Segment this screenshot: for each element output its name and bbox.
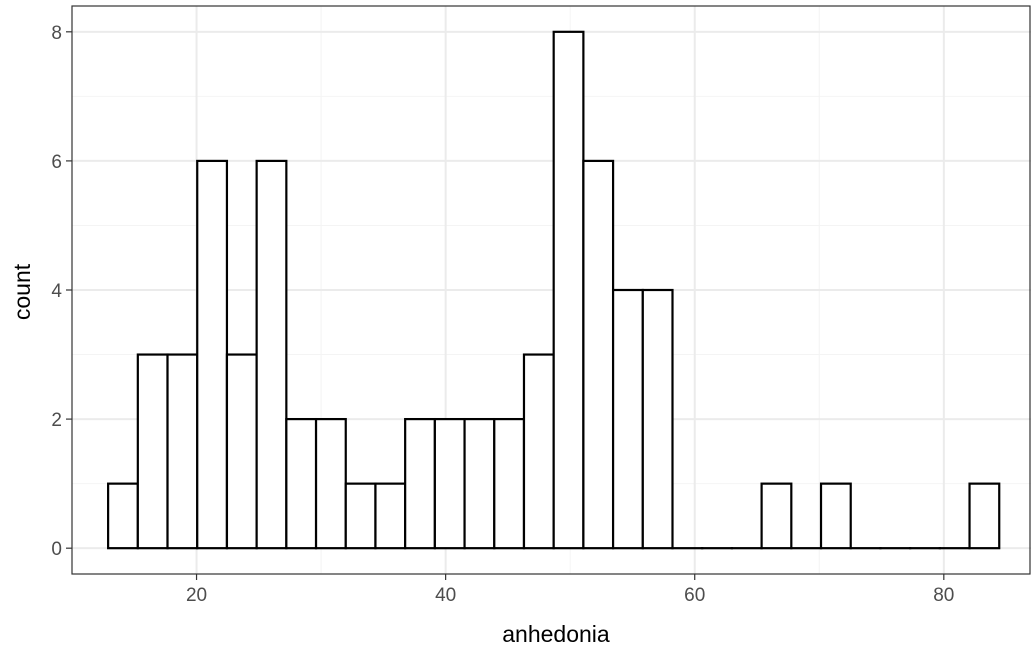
histogram-bar (225, 353, 258, 550)
y-tick-label: 8 (51, 23, 62, 44)
histogram-bar (641, 288, 674, 550)
histogram-bar (196, 159, 229, 550)
histogram-bar (404, 417, 436, 550)
histogram-bar (107, 482, 139, 550)
x-tick-label: 60 (684, 585, 705, 606)
histogram-bar (136, 353, 169, 550)
histogram-bar (582, 159, 615, 550)
histogram-bar (314, 417, 347, 550)
histogram-bar (463, 417, 496, 550)
y-tick-label: 0 (51, 539, 62, 560)
histogram-bar (819, 482, 852, 550)
histogram-bar (374, 482, 407, 550)
histogram-bar (552, 30, 585, 550)
histogram-bar (522, 353, 555, 550)
histogram-bar (968, 482, 1001, 550)
histogram-bar (611, 288, 644, 550)
x-tick-label: 20 (186, 585, 207, 606)
histogram-bar (285, 417, 318, 550)
y-tick-label: 2 (51, 410, 62, 431)
x-tick-label: 40 (435, 585, 456, 606)
histogram-bar (255, 159, 288, 550)
histogram-bar (493, 417, 526, 550)
histogram-bars (107, 30, 1001, 550)
histogram-bar (433, 417, 466, 550)
histogram-bar (344, 482, 377, 550)
x-axis-title: anhedonia (502, 621, 610, 647)
y-axis-title: count (9, 263, 35, 320)
x-tick-label: 80 (933, 585, 954, 606)
y-tick-label: 4 (51, 281, 62, 302)
y-tick-label: 6 (51, 152, 62, 173)
histogram-bar (760, 482, 793, 550)
y-axis-ticks: 0 2 4 6 8 (51, 23, 72, 560)
x-axis-ticks: 20 40 60 80 (186, 574, 954, 606)
histogram-bar (166, 353, 199, 550)
